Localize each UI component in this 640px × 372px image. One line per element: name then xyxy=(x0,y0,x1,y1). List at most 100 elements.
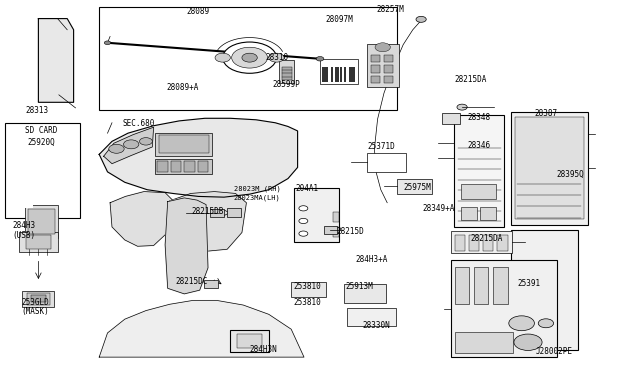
Bar xyxy=(461,184,496,199)
Bar xyxy=(324,226,337,234)
Bar xyxy=(347,308,396,326)
Bar xyxy=(349,67,353,82)
Bar xyxy=(171,161,181,172)
Bar xyxy=(322,67,326,82)
Bar xyxy=(384,76,393,83)
Bar xyxy=(474,267,488,304)
Bar xyxy=(397,179,432,194)
Text: 253810: 253810 xyxy=(293,298,321,307)
Bar xyxy=(367,44,399,87)
Circle shape xyxy=(299,206,308,211)
Bar xyxy=(5,123,80,218)
Bar xyxy=(454,115,504,227)
Bar xyxy=(282,67,292,80)
Circle shape xyxy=(299,218,308,224)
Bar xyxy=(333,227,339,237)
Bar xyxy=(455,267,469,304)
Bar xyxy=(320,59,358,84)
Bar xyxy=(493,267,508,304)
Bar xyxy=(483,235,493,251)
Bar xyxy=(371,55,380,62)
Bar xyxy=(384,55,393,62)
Bar xyxy=(455,235,465,251)
Bar xyxy=(227,208,241,217)
Bar xyxy=(333,212,339,222)
Bar xyxy=(27,293,50,305)
Bar xyxy=(515,117,584,219)
Bar xyxy=(25,205,33,208)
Bar xyxy=(26,235,51,249)
Bar xyxy=(157,161,168,172)
Text: 253810: 253810 xyxy=(293,282,321,291)
Bar xyxy=(511,112,588,225)
Bar xyxy=(335,67,339,82)
Text: 28023MA(LH): 28023MA(LH) xyxy=(234,194,280,201)
Text: 28089: 28089 xyxy=(187,7,210,16)
Bar xyxy=(237,334,262,348)
Bar xyxy=(155,159,212,174)
Text: 28330N: 28330N xyxy=(362,321,390,330)
Bar xyxy=(367,153,406,172)
Bar xyxy=(326,67,328,82)
Circle shape xyxy=(299,231,308,236)
Bar xyxy=(344,284,386,303)
Circle shape xyxy=(109,144,124,153)
Text: 28313: 28313 xyxy=(26,106,49,115)
Bar xyxy=(497,235,508,251)
Bar xyxy=(204,280,218,288)
Circle shape xyxy=(232,47,268,68)
Bar xyxy=(31,295,46,302)
Bar xyxy=(353,67,355,82)
Text: (USB): (USB) xyxy=(13,231,36,240)
Text: 28310: 28310 xyxy=(266,53,289,62)
Bar xyxy=(451,231,512,253)
Circle shape xyxy=(375,43,390,52)
Circle shape xyxy=(269,53,284,62)
Polygon shape xyxy=(110,192,174,246)
Text: 284H3N: 284H3N xyxy=(250,345,277,354)
Circle shape xyxy=(104,41,111,45)
Text: 25975M: 25975M xyxy=(403,183,431,192)
Circle shape xyxy=(242,53,257,62)
Text: 28215DA: 28215DA xyxy=(454,76,487,84)
Bar xyxy=(384,65,393,73)
Text: 28346: 28346 xyxy=(467,141,490,150)
Bar xyxy=(184,161,195,172)
Text: 28215D: 28215D xyxy=(336,227,364,236)
Bar xyxy=(230,330,269,352)
Bar xyxy=(461,207,477,220)
Text: 204A1: 204A1 xyxy=(296,184,319,193)
Bar xyxy=(291,282,326,297)
Circle shape xyxy=(124,140,139,149)
Text: 28257M: 28257M xyxy=(376,5,404,14)
Text: 28349+A: 28349+A xyxy=(422,204,455,213)
Bar xyxy=(451,260,557,357)
Circle shape xyxy=(223,42,276,73)
Text: SD CARD: SD CARD xyxy=(25,126,57,135)
Bar xyxy=(28,209,55,234)
Text: 28387: 28387 xyxy=(534,109,557,118)
Text: 28215DC: 28215DC xyxy=(175,277,208,286)
Polygon shape xyxy=(165,198,208,294)
Text: 28599P: 28599P xyxy=(273,80,301,89)
Bar xyxy=(198,161,208,172)
Bar xyxy=(371,76,380,83)
Text: SEC.680: SEC.680 xyxy=(123,119,156,128)
Text: 284H3: 284H3 xyxy=(13,221,36,230)
Polygon shape xyxy=(99,118,298,197)
Bar xyxy=(155,133,212,156)
Circle shape xyxy=(140,138,152,145)
Bar xyxy=(469,235,479,251)
Text: (MASK): (MASK) xyxy=(21,307,49,316)
Bar xyxy=(340,67,342,82)
Text: 25913M: 25913M xyxy=(346,282,373,291)
Bar xyxy=(22,291,54,307)
Circle shape xyxy=(509,316,534,331)
Bar xyxy=(99,7,397,110)
Text: 25371D: 25371D xyxy=(368,142,396,151)
Bar xyxy=(480,207,496,220)
Polygon shape xyxy=(170,192,246,251)
Text: J28002PE: J28002PE xyxy=(536,347,573,356)
Bar xyxy=(442,113,460,124)
Polygon shape xyxy=(99,301,304,357)
